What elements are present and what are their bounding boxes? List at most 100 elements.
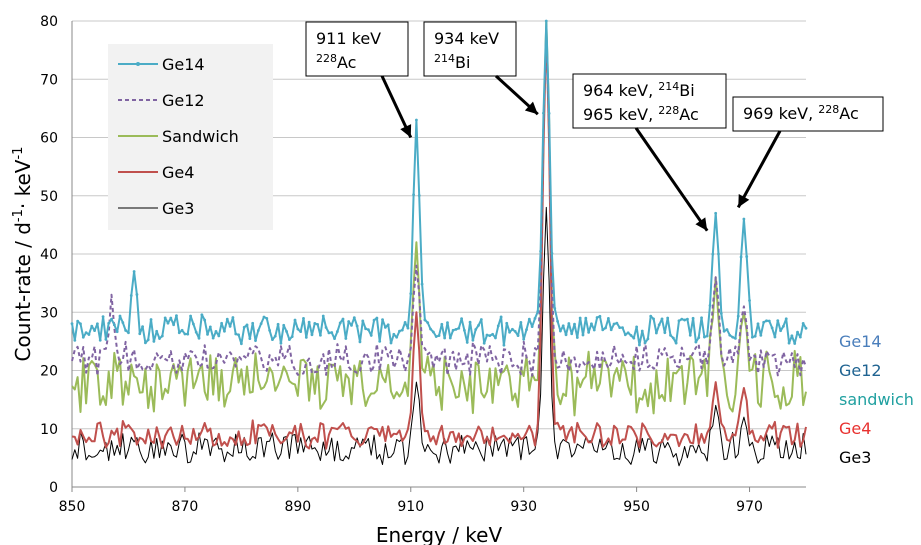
legend-label-ge14: Ge14 <box>162 55 205 74</box>
point-ge14 <box>333 337 336 340</box>
point-ge14 <box>471 338 475 342</box>
point-ge14 <box>686 317 689 321</box>
point-ge14 <box>702 335 706 339</box>
point-ge14 <box>731 335 734 339</box>
point-ge14 <box>434 335 438 338</box>
point-ge14 <box>149 318 153 321</box>
annotation-arrow <box>634 127 709 232</box>
point-ge14 <box>460 317 463 321</box>
point-ge14 <box>217 334 221 338</box>
point-ge14 <box>180 328 184 332</box>
point-ge14 <box>674 341 678 345</box>
arrow-head <box>400 124 412 138</box>
point-ge14 <box>575 336 579 339</box>
point-ge14 <box>316 323 320 326</box>
point-ge14 <box>144 341 147 345</box>
point-ge14 <box>787 341 791 345</box>
y-tick-label: 50 <box>40 189 58 205</box>
point-ge14 <box>93 329 96 333</box>
point-ge14 <box>223 329 226 333</box>
point-ge14 <box>533 317 537 320</box>
point-ge14 <box>502 343 506 347</box>
point-ge14 <box>765 319 768 323</box>
point-ge14 <box>90 324 94 328</box>
point-ge14 <box>121 321 125 324</box>
point-ge14 <box>158 337 161 340</box>
point-ge14 <box>511 327 514 331</box>
point-ge14 <box>649 314 653 318</box>
point-ge14 <box>417 194 421 197</box>
point-ge14 <box>753 334 757 338</box>
point-ge14 <box>129 294 133 297</box>
point-ge14 <box>440 322 444 326</box>
point-ge14 <box>290 335 294 338</box>
side-label-ge4: Ge4 <box>839 419 871 438</box>
point-ge14 <box>606 316 610 320</box>
point-ge14 <box>728 333 732 337</box>
point-ge14 <box>437 334 441 338</box>
point-ge14 <box>717 252 720 256</box>
point-ge14 <box>350 323 353 327</box>
legend-marker <box>136 62 140 66</box>
point-ge14 <box>598 314 602 318</box>
point-ge14 <box>573 322 576 326</box>
legend-label-ge4: Ge4 <box>162 163 194 182</box>
x-tick-label: 890 <box>284 499 311 515</box>
point-ge14 <box>544 19 548 23</box>
point-ge14 <box>719 312 723 315</box>
point-ge14 <box>141 325 144 329</box>
point-ge14 <box>691 316 695 320</box>
y-axis-label: Count-rate / d-1· keV-1 <box>11 147 35 362</box>
point-ge14 <box>683 318 687 322</box>
point-ge14 <box>556 319 559 323</box>
point-ge14 <box>652 317 655 321</box>
annotation-box <box>423 21 517 77</box>
point-ge14 <box>409 292 413 296</box>
y-tick-label: 80 <box>40 14 58 30</box>
point-ge14 <box>488 334 492 338</box>
point-ge14 <box>177 331 181 335</box>
point-ge14 <box>612 322 616 326</box>
point-ge14 <box>564 333 568 337</box>
point-ge14 <box>584 316 588 320</box>
point-ge14 <box>550 251 554 255</box>
point-ge14 <box>468 320 472 324</box>
point-ge14 <box>578 316 582 320</box>
point-ge14 <box>711 252 715 256</box>
series-line-ge12 <box>71 31 807 377</box>
point-ge14 <box>694 340 698 344</box>
point-ge14 <box>759 333 763 337</box>
point-ge14 <box>110 317 113 321</box>
point-ge14 <box>392 332 396 336</box>
point-ge14 <box>561 324 565 328</box>
point-ge14 <box>595 316 599 319</box>
point-ge14 <box>505 321 509 325</box>
point-ge14 <box>287 338 291 342</box>
point-ge14 <box>98 338 102 342</box>
point-ge14 <box>784 317 788 321</box>
point-ge14 <box>313 322 317 325</box>
point-ge14 <box>779 329 782 333</box>
point-ge14 <box>519 320 523 324</box>
point-ge14 <box>714 211 718 215</box>
point-ge14 <box>81 335 85 339</box>
point-ge14 <box>338 321 342 325</box>
point-ge14 <box>319 333 322 337</box>
point-ge14 <box>700 316 703 320</box>
point-ge14 <box>211 336 215 340</box>
point-ge14 <box>73 338 77 342</box>
point-ge14 <box>677 319 681 323</box>
point-ge14 <box>581 333 585 337</box>
point-ge14 <box>415 118 418 122</box>
point-ge14 <box>748 299 751 302</box>
arrow-head <box>738 193 750 208</box>
point-ge14 <box>454 327 458 331</box>
y-tick-label: 0 <box>49 480 58 496</box>
point-ge14 <box>570 332 574 336</box>
point-ge14 <box>375 316 379 320</box>
point-ge14 <box>327 331 331 335</box>
legend: Ge14 Ge12 Sandwich Ge4 Ge3 <box>108 44 273 230</box>
point-ge14 <box>189 314 192 318</box>
point-ge14 <box>804 326 808 330</box>
point-ge14 <box>767 319 771 323</box>
